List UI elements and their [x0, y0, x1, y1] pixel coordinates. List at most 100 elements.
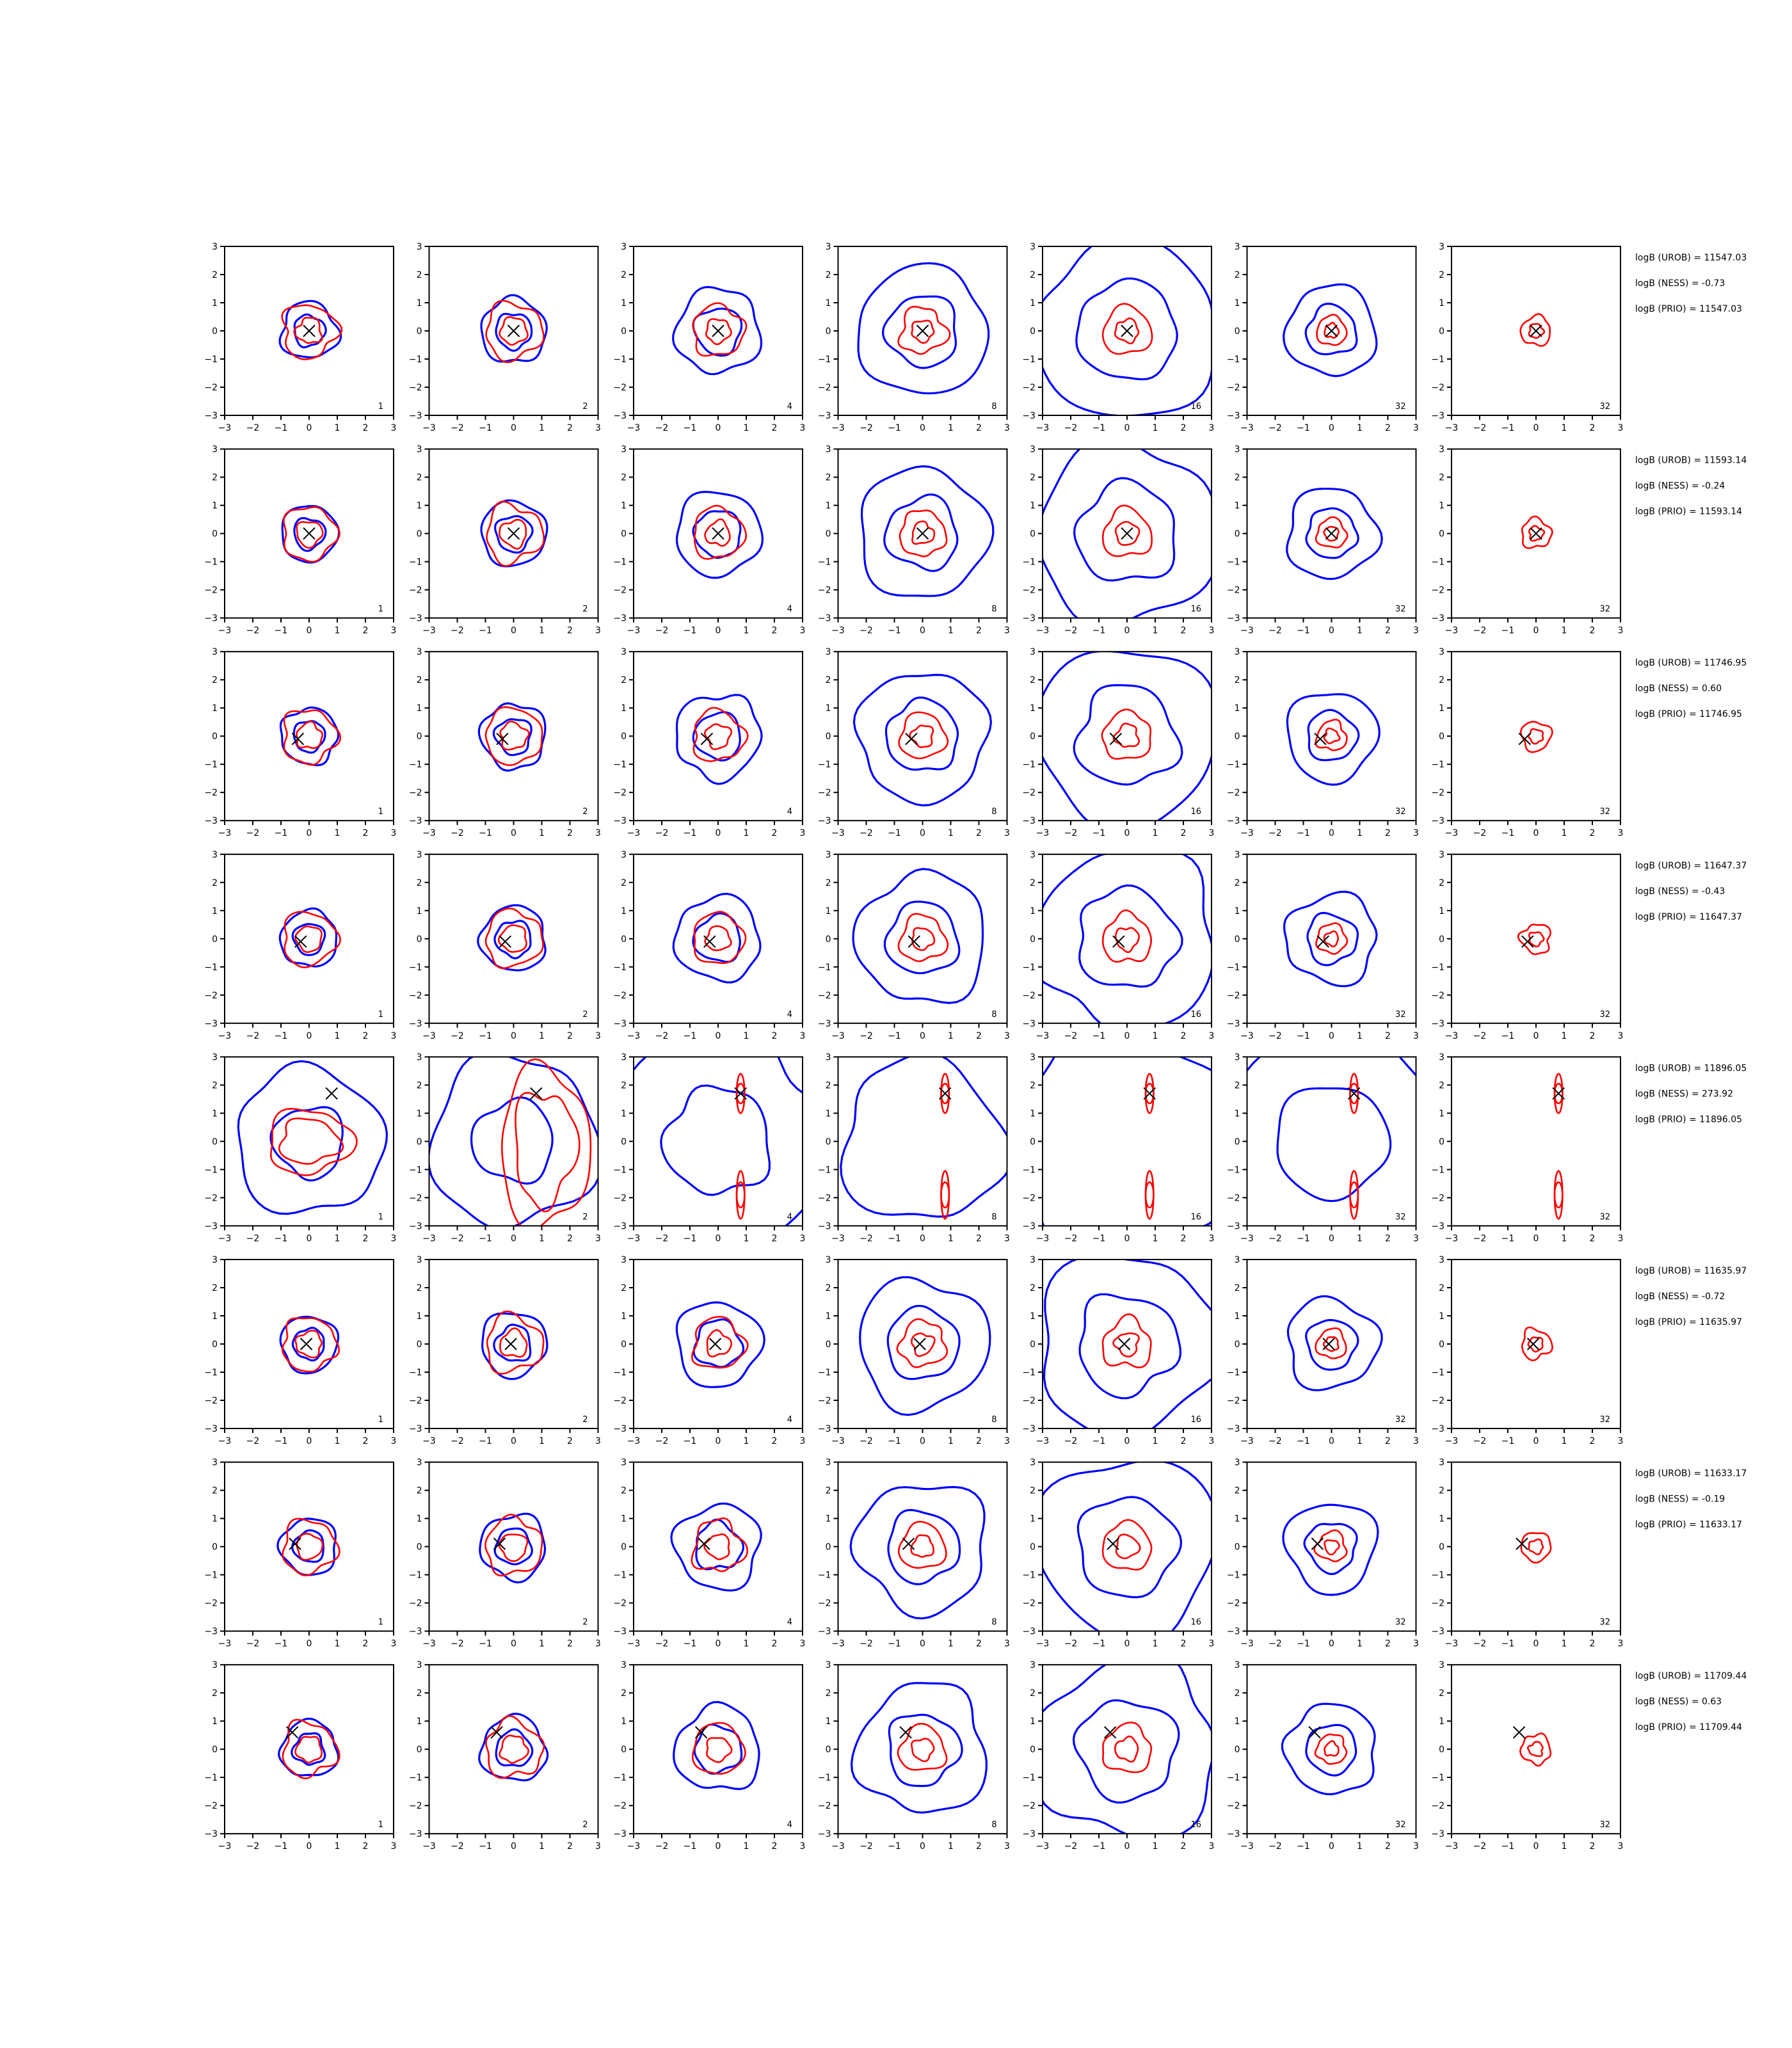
x-tick-label: −3: [422, 828, 436, 838]
y-tick-label: 1: [826, 703, 831, 714]
x-tick-label: 2: [567, 1436, 573, 1446]
x-tick-label: −1: [1501, 1841, 1515, 1852]
plot-area: [279, 706, 341, 767]
y-tick-label: 1: [1030, 906, 1036, 916]
plot-area: [1043, 1665, 1212, 1834]
blue-contour: [886, 1304, 961, 1380]
panel-r5-c1: −3−3 −2 −2 −1 −1 0 0 1 1 2 2 3 3 1: [204, 1052, 396, 1244]
stat-line: logB (UROB) = 11647.37: [1635, 861, 1747, 871]
y-tick-label: −3: [409, 411, 422, 421]
red-contour: [1101, 708, 1152, 760]
y-tick-label: −2: [204, 1801, 218, 1811]
panel-r4-c1: −3−3 −2 −2 −1 −1 0 0 1 1 2 2 3 3 1: [204, 850, 396, 1041]
x-tick-label: 3: [595, 828, 601, 838]
blue-contour: [1043, 1665, 1212, 1834]
panel-label: 32: [1599, 1010, 1610, 1020]
true-value-marker: [1103, 1726, 1117, 1739]
x-tick-label: −1: [1092, 1639, 1106, 1649]
y-tick-label: −2: [613, 1193, 627, 1203]
x-tick-label: 3: [1413, 1841, 1419, 1852]
x-tick-label: 2: [976, 1031, 982, 1041]
stat-line: logB (NESS) = -0.24: [1635, 481, 1725, 492]
x-tick-label: −3: [1240, 1639, 1254, 1649]
y-tick-label: −3: [818, 1019, 831, 1029]
red-contour: [484, 1514, 543, 1577]
red-contour: [1315, 922, 1348, 955]
red-contour: [1528, 323, 1546, 339]
true-value-marker: [694, 1726, 708, 1739]
y-tick-label: −2: [1431, 788, 1444, 798]
red-contour: [1527, 728, 1544, 745]
panel-r2-c5: −3−3 −2 −2 −1 −1 0 0 1 1 2 2 3 3 16: [1022, 445, 1214, 636]
red-contour: [296, 521, 324, 549]
plot-area: [1043, 246, 1212, 415]
true-value-marker: [289, 1537, 301, 1550]
x-tick-label: 3: [1209, 1233, 1215, 1244]
true-value-marker: [734, 1087, 747, 1100]
x-tick-label: −2: [655, 1233, 669, 1244]
y-tick-label: 2: [1439, 1283, 1444, 1293]
x-tick-label: 0: [920, 1031, 925, 1041]
x-tick-label: 0: [716, 626, 721, 636]
blue-contour: [1286, 488, 1383, 580]
x-tick-label: −1: [684, 1031, 697, 1041]
y-tick-label: −2: [1431, 991, 1444, 1001]
y-tick-label: 3: [1235, 1255, 1240, 1265]
blue-contour: [882, 295, 957, 369]
panel-label: 1: [378, 1618, 383, 1628]
x-tick-label: −1: [888, 423, 901, 433]
x-tick-label: 0: [511, 626, 516, 636]
y-tick-label: −1: [1431, 1165, 1444, 1175]
x-tick-label: −3: [1036, 1841, 1050, 1852]
blue-contour: [1072, 1699, 1180, 1804]
x-tick-label: 0: [1329, 828, 1334, 838]
true-value-marker: [1526, 1338, 1540, 1350]
red-contour: [269, 1107, 358, 1176]
y-tick-label: 0: [1235, 1745, 1240, 1755]
panel-r6-c5: −3−3 −2 −2 −1 −1 0 0 1 1 2 2 3 3 16: [1022, 1255, 1214, 1446]
red-contour: [282, 1718, 340, 1780]
x-tick-label: 1: [539, 1031, 545, 1041]
panel-label: 8: [991, 1415, 996, 1425]
y-tick-label: 0: [621, 326, 627, 337]
y-tick-label: 3: [417, 647, 422, 657]
x-tick-label: 2: [772, 828, 778, 838]
plot-area: [1521, 1326, 1553, 1362]
x-tick-label: 3: [391, 626, 397, 636]
blue-contour: [478, 1713, 549, 1782]
plot-area: [278, 907, 341, 968]
plot-area: [1286, 488, 1383, 580]
y-tick-label: 3: [621, 445, 627, 455]
y-tick-label: 1: [212, 501, 218, 511]
y-tick-label: 1: [212, 1311, 218, 1322]
y-tick-label: −3: [818, 1829, 831, 1839]
y-tick-label: 0: [826, 1340, 831, 1350]
y-tick-label: 2: [417, 1486, 422, 1496]
y-tick-label: 2: [1235, 1283, 1240, 1293]
y-tick-label: −2: [613, 1801, 627, 1811]
y-tick-label: 2: [1030, 473, 1036, 483]
x-tick-label: −2: [1473, 423, 1487, 433]
x-tick-label: 1: [744, 626, 749, 636]
x-tick-label: −3: [1445, 423, 1459, 433]
y-tick-label: 0: [212, 529, 218, 540]
y-tick-label: −3: [613, 614, 627, 624]
y-tick-label: 2: [1439, 1080, 1444, 1091]
blue-contour: [1043, 1057, 1212, 1226]
red-contour: [283, 709, 341, 766]
blue-contour: [291, 1326, 325, 1362]
y-tick-label: −1: [1431, 760, 1444, 770]
x-tick-label: 0: [1533, 1841, 1539, 1852]
x-tick-label: −1: [275, 828, 288, 838]
blue-contour: [1305, 1724, 1357, 1777]
y-tick-label: 2: [1235, 878, 1240, 888]
x-tick-label: −3: [831, 1639, 845, 1649]
y-tick-label: 3: [417, 1660, 422, 1670]
x-tick-label: 2: [363, 1031, 369, 1041]
y-tick-label: 3: [1439, 647, 1444, 657]
y-tick-label: −1: [818, 760, 831, 770]
y-tick-label: 1: [1439, 501, 1444, 511]
blue-contour: [859, 1276, 991, 1416]
y-tick-label: −1: [204, 760, 218, 770]
panel-r2-c7: −3−3 −2 −2 −1 −1 0 0 1 1 2 2 3 3 32: [1431, 445, 1623, 636]
